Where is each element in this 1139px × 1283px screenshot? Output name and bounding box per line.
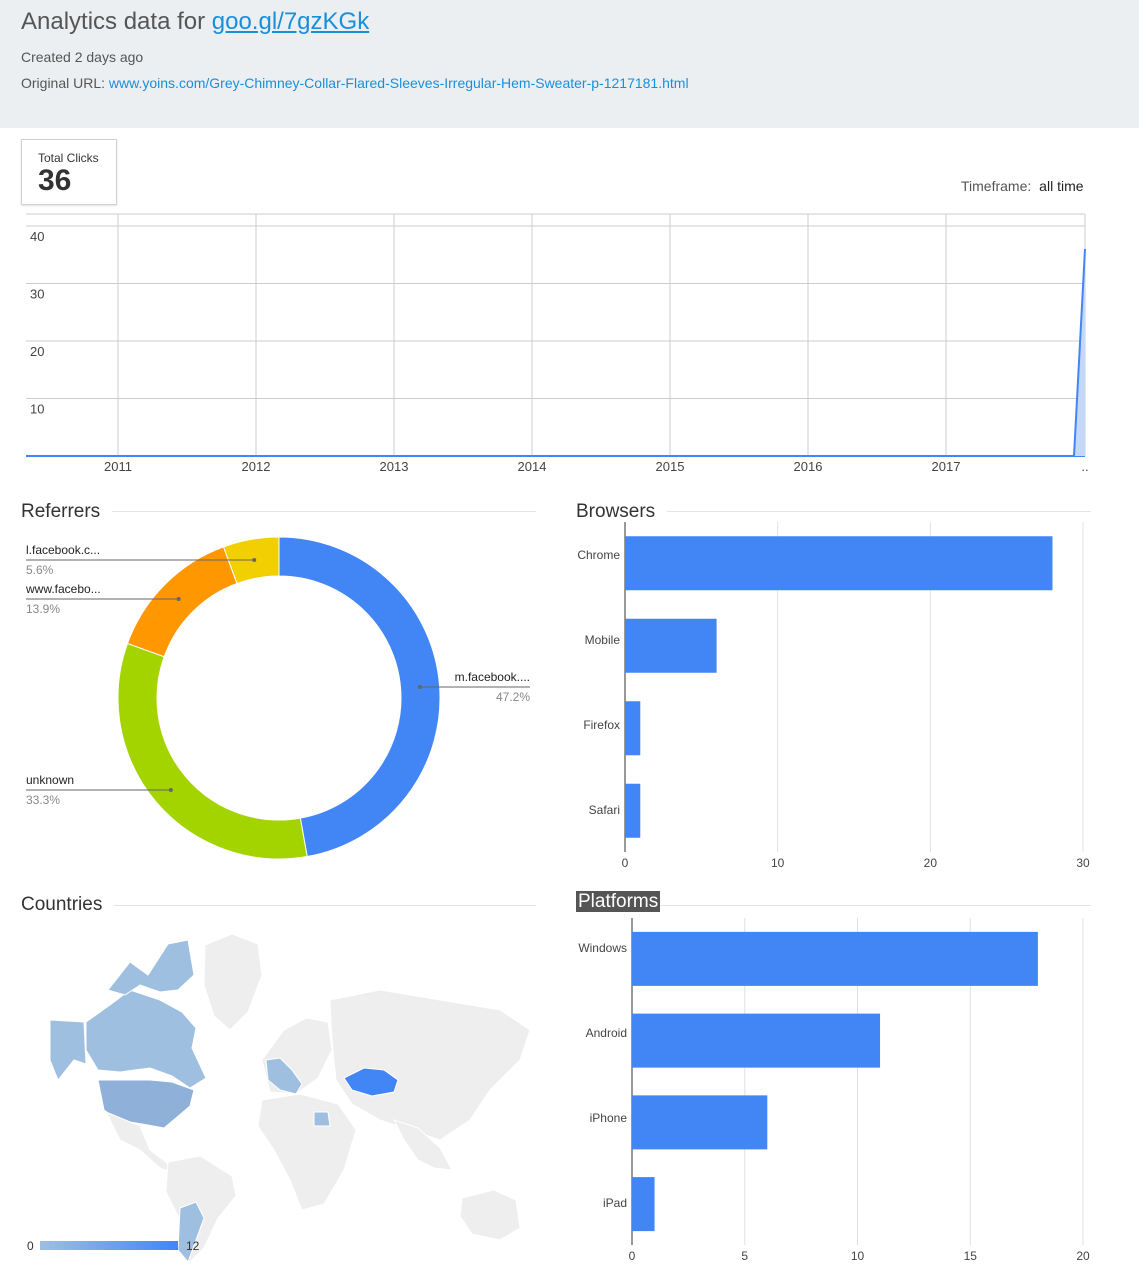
- timeline-x-tick-label: 2012: [242, 459, 271, 474]
- donut-label: unknown: [26, 773, 74, 787]
- timeline-x-tick-label: 2015: [656, 459, 685, 474]
- map-canada[interactable]: [85, 989, 207, 1089]
- original-url-label: Original URL:: [21, 75, 106, 91]
- donut-leader-dot: [252, 558, 257, 562]
- clicks-timeline-chart: 10 20 30 40 2011 2012 2013 2014 2015 2016 2017..: [26, 213, 1089, 474]
- created-text: Created 2 days ago: [21, 49, 144, 65]
- platforms-bar: [632, 1177, 655, 1232]
- platforms-category-label: iPad: [603, 1196, 627, 1210]
- timeline-x-tick-label: 2016: [794, 459, 823, 474]
- timeframe-label: Timeframe:: [961, 178, 1032, 194]
- countries-world-map: 0 12: [27, 933, 531, 1263]
- donut-label: l.facebook.c...: [26, 543, 100, 557]
- platforms-x-tick-label: 15: [964, 1249, 978, 1263]
- donut-percent-label: 5.6%: [26, 563, 54, 577]
- referrers-divider: [21, 511, 536, 512]
- platforms-bar: [632, 931, 1038, 986]
- original-url-link[interactable]: www.yoins.com/Grey-Chimney-Collar-Flared…: [108, 75, 689, 91]
- donut-percent-label: 13.9%: [26, 602, 60, 616]
- platforms-title-wrap: Platforms: [576, 891, 661, 913]
- browsers-bar-chart: 0 10 20 30 Chrome Mobile Firefox Safari: [577, 522, 1090, 870]
- browsers-x-tick-label: 10: [771, 856, 785, 870]
- map-canada-islands[interactable]: [107, 939, 195, 996]
- browsers-category-label: Chrome: [577, 548, 620, 562]
- referrers-donut-chart: m.facebook.... 47.2% unknown 33.3% www.faceb…: [25, 536, 530, 860]
- total-clicks-value: 36: [38, 164, 72, 197]
- total-clicks-card: Total Clicks 36: [21, 139, 117, 205]
- browsers-bar: [625, 701, 641, 756]
- title-prefix: Analytics data for: [21, 8, 206, 35]
- map-south-asia[interactable]: [393, 1119, 453, 1171]
- platforms-bar: [632, 1013, 881, 1068]
- timeline-y-tick-label: 10: [30, 402, 44, 417]
- map-australia[interactable]: [459, 1189, 521, 1241]
- donut-percent-label: 47.2%: [496, 690, 530, 704]
- referrers-title: Referrers: [21, 501, 113, 523]
- platforms-category-label: Windows: [578, 941, 627, 955]
- browsers-category-label: Safari: [589, 803, 620, 817]
- donut-slice: [278, 536, 441, 858]
- map-alaska[interactable]: [49, 1019, 87, 1081]
- platforms-bar: [632, 1095, 768, 1150]
- donut-percent-label: 33.3%: [26, 793, 60, 807]
- donut-leader-dot: [168, 788, 173, 792]
- map-greenland[interactable]: [203, 933, 263, 1031]
- timeline-x-tick-label: ..: [1081, 459, 1088, 474]
- map-land: [49, 933, 531, 1263]
- browsers-divider: [576, 511, 1091, 512]
- timeline-y-tick-label: 40: [30, 229, 44, 244]
- timeframe-value[interactable]: all time: [1039, 178, 1084, 194]
- browsers-bar: [625, 536, 1053, 591]
- timeframe-selector[interactable]: Timeframe: all time: [961, 178, 1084, 194]
- map-asia[interactable]: [329, 989, 531, 1141]
- timeline-x-tick-label: 2013: [380, 459, 409, 474]
- browsers-bar: [625, 783, 641, 838]
- browsers-x-tick-label: 0: [622, 856, 629, 870]
- timeline-y-tick-label: 30: [30, 287, 44, 302]
- map-kazakhstan[interactable]: [343, 1067, 399, 1097]
- timeline-series-line: [26, 248, 1086, 457]
- map-legend-max: 12: [186, 1239, 200, 1253]
- platforms-x-tick-label: 10: [851, 1249, 865, 1263]
- donut-leader-dot: [417, 685, 422, 689]
- browsers-x-tick-label: 20: [924, 856, 938, 870]
- map-legend-min: 0: [27, 1239, 34, 1253]
- platforms-divider: [576, 905, 1091, 906]
- timeline-x-tick-label: 2011: [104, 459, 132, 474]
- donut-leader-dot: [176, 597, 181, 601]
- platforms-x-tick-label: 20: [1076, 1249, 1090, 1263]
- browsers-title: Browsers: [576, 501, 668, 523]
- platforms-category-label: Android: [586, 1026, 627, 1040]
- map-africa[interactable]: [257, 1093, 357, 1211]
- page-header: Analytics data for goo.gl/7gzKGk Created…: [0, 0, 1139, 128]
- timeline-x-tick-label: 2017: [932, 459, 961, 474]
- platforms-title: Platforms: [576, 891, 661, 912]
- browsers-category-label: Mobile: [585, 633, 621, 647]
- page-title: Analytics data for goo.gl/7gzKGk: [21, 8, 369, 36]
- donut-label: www.facebo...: [25, 582, 101, 596]
- platforms-category-label: iPhone: [590, 1111, 628, 1125]
- original-url-row: Original URL: www.yoins.com/Grey-Chimney…: [21, 75, 689, 91]
- platforms-x-tick-label: 5: [741, 1249, 748, 1263]
- countries-title: Countries: [21, 894, 115, 916]
- platforms-x-tick-label: 0: [629, 1249, 636, 1263]
- timeline-x-tick-label: 2014: [518, 459, 547, 474]
- countries-divider: [21, 905, 536, 906]
- map-legend-gradient: [40, 1241, 178, 1250]
- total-clicks-label: Total Clicks: [38, 151, 99, 165]
- browsers-x-tick-label: 30: [1076, 856, 1090, 870]
- timeline-y-tick-label: 20: [30, 344, 44, 359]
- browsers-category-label: Firefox: [583, 718, 620, 732]
- browsers-bar: [625, 618, 717, 673]
- short-url-link[interactable]: goo.gl/7gzKGk: [211, 8, 370, 35]
- donut-label: m.facebook....: [455, 670, 530, 684]
- map-western-europe-highlight[interactable]: [265, 1057, 303, 1095]
- map-egypt[interactable]: [313, 1111, 331, 1127]
